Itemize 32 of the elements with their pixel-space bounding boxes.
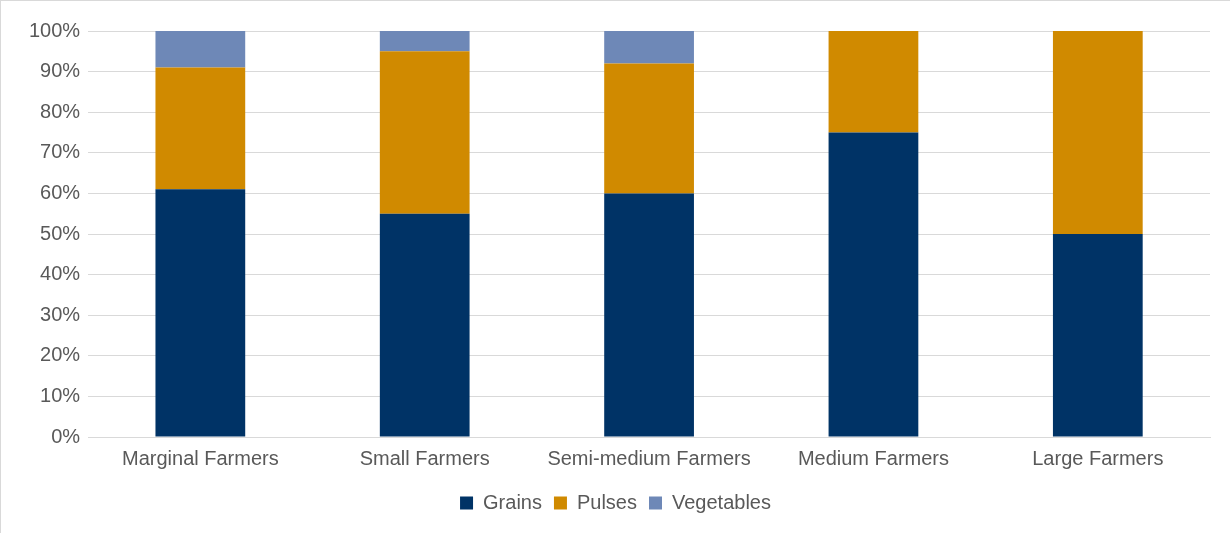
bar — [828, 132, 919, 437]
legend-label: Vegetables — [671, 490, 771, 513]
x-tick-label: Semi-medium Farmers — [547, 446, 751, 469]
bar — [1052, 234, 1143, 437]
bar — [379, 213, 470, 437]
y-tick-label: 100% — [29, 18, 81, 41]
x-tick-label: Small Farmers — [359, 446, 490, 469]
bar — [828, 31, 919, 133]
bar — [155, 31, 246, 68]
y-tick-label: 10% — [40, 383, 81, 406]
legend-label: Grains — [483, 490, 542, 513]
x-tick-label: Marginal Farmers — [121, 446, 279, 469]
y-tick-label: 30% — [40, 302, 81, 325]
bar — [155, 67, 246, 190]
bar — [604, 31, 694, 64]
bar — [604, 193, 694, 437]
y-tick-label: 20% — [40, 343, 81, 366]
y-tick-label: 50% — [40, 221, 81, 244]
bar — [1052, 31, 1143, 234]
bar — [379, 51, 470, 214]
x-tick-label: Medium Farmers — [797, 446, 950, 469]
y-tick-label: 60% — [40, 180, 81, 203]
y-tick-label: 70% — [40, 140, 81, 163]
y-tick-label: 90% — [40, 59, 81, 82]
y-tick-label: 80% — [40, 99, 81, 122]
y-tick-label: 40% — [40, 262, 81, 285]
bar — [155, 189, 246, 437]
bar — [604, 63, 694, 194]
x-tick-label: Large Farmers — [1032, 446, 1164, 469]
y-tick-label: 0% — [51, 424, 81, 447]
bar — [379, 31, 470, 52]
legend-label: Pulses — [576, 490, 637, 513]
